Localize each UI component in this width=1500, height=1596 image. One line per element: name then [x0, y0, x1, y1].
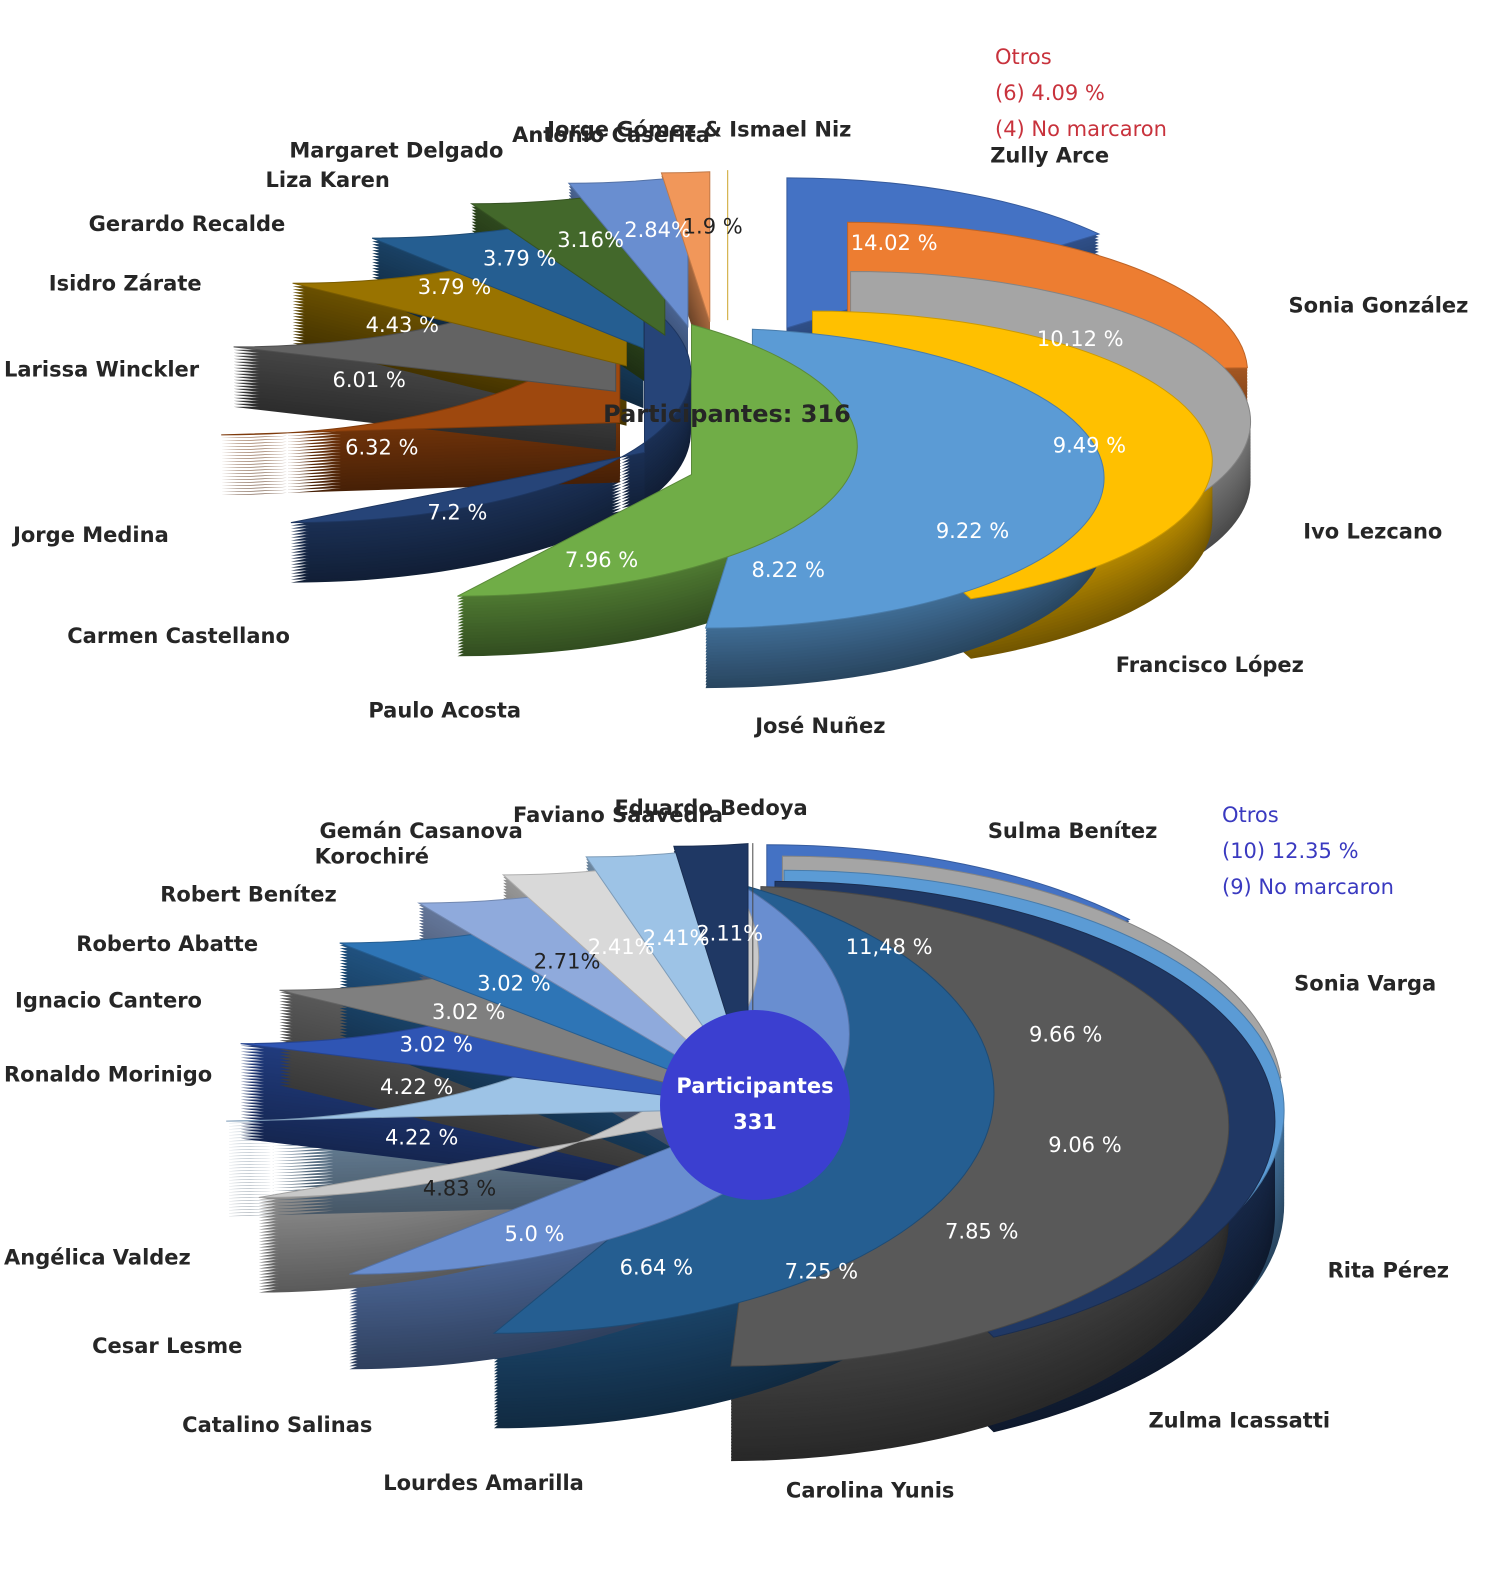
value-label: 4.83 % — [423, 1177, 496, 1201]
category-label: Carmen Castellano — [67, 624, 290, 648]
value-label: 4.43 % — [366, 313, 439, 337]
value-label: 3.02 % — [432, 1000, 505, 1024]
value-label: 9.66 % — [1029, 1023, 1102, 1047]
value-label: 2.41% — [643, 926, 710, 950]
value-label: 11,48 % — [846, 935, 933, 959]
category-label: Zulma Icassatti — [1148, 1408, 1330, 1432]
category-label: Ivo Lezcano — [1303, 520, 1442, 544]
category-label: Lourdes Amarilla — [383, 1471, 584, 1495]
category-label: Jorge Medina — [11, 523, 169, 547]
center-label: Participantes — [676, 1074, 833, 1098]
value-label: 7.85 % — [945, 1219, 1018, 1243]
category-label: Ignacio Cantero — [15, 988, 202, 1012]
value-label: 3.79 % — [418, 275, 491, 299]
center-label: Participantes: 316 — [603, 400, 851, 428]
slice — [457, 323, 858, 597]
category-label: Roberto Abatte — [76, 932, 258, 956]
category-label: Eduardo Bedoya — [614, 796, 807, 820]
category-label: Catalino Salinas — [182, 1413, 372, 1437]
annotation: (4) No marcaron — [995, 117, 1167, 141]
category-label: Larissa Winckler — [4, 358, 200, 382]
category-label: Robert Benítez — [160, 883, 336, 907]
category-label: Ronaldo Morinigo — [4, 1062, 212, 1086]
category-label: Carolina Yunis — [786, 1478, 954, 1502]
value-label: 3.79 % — [483, 247, 556, 271]
category-label: Margaret Delgado — [289, 139, 503, 163]
value-label: 4.22 % — [380, 1075, 453, 1099]
value-label: 2.71% — [534, 950, 601, 974]
value-label: 5.0 % — [504, 1222, 564, 1246]
value-label: 8.22 % — [752, 558, 825, 582]
value-label: 2.84% — [624, 218, 691, 242]
category-label: José Nuñez — [753, 714, 885, 738]
value-label: 7.2 % — [427, 501, 487, 525]
value-label: 14.02 % — [851, 231, 938, 255]
value-label: 9.22 % — [936, 519, 1009, 543]
category-label: Rita Pérez — [1328, 1259, 1449, 1283]
annotation: (6) 4.09 % — [995, 81, 1105, 105]
value-label: 9.49 % — [1053, 434, 1126, 458]
value-label: 1.9 % — [683, 214, 743, 238]
value-label: 7.25 % — [785, 1260, 858, 1284]
center-value: 331 — [733, 1110, 777, 1134]
category-label: Isidro Zárate — [49, 272, 202, 296]
value-label: 6.32 % — [345, 436, 418, 460]
value-label: 6.64 % — [620, 1255, 693, 1279]
annotation: (10) 12.35 % — [1222, 839, 1359, 863]
category-label: Liza Karen — [266, 168, 390, 192]
slice — [660, 171, 711, 322]
value-label: 3.16% — [557, 228, 624, 252]
value-label: 10.12 % — [1037, 327, 1124, 351]
annotation: Otros — [1222, 803, 1279, 827]
value-label: 2.41% — [588, 935, 655, 959]
annotation: (9) No marcaron — [1222, 875, 1394, 899]
category-label: Zully Arce — [990, 144, 1109, 168]
category-label: Francisco López — [1116, 653, 1304, 677]
slice — [492, 885, 995, 1334]
category-label: Korochiré — [315, 844, 429, 868]
value-label: 3.02 % — [400, 1032, 473, 1056]
category-label: Angélica Valdez — [4, 1245, 191, 1269]
annotation: Otros — [995, 45, 1052, 69]
category-label: Paulo Acosta — [368, 699, 521, 723]
category-label: Cesar Lesme — [92, 1334, 242, 1358]
category-label: Sonia González — [1289, 294, 1469, 318]
category-label: Faviano Saavedra — [513, 803, 723, 827]
value-label: 3.02 % — [477, 972, 550, 996]
value-label: 9.06 % — [1048, 1133, 1121, 1157]
category-label: Gerardo Recalde — [89, 212, 286, 236]
slice — [290, 301, 692, 524]
center-disc — [660, 1010, 850, 1200]
category-label: Gemán Casanova — [319, 819, 522, 843]
value-label: 2.11% — [696, 922, 763, 946]
category-label: Jorge Gómez & Ismael Niz — [545, 117, 851, 141]
category-label: Antonio Caserita — [512, 123, 710, 147]
value-label: 4.22 % — [385, 1126, 458, 1150]
value-label: 7.96 % — [565, 548, 638, 572]
category-label: Sonia Varga — [1294, 971, 1436, 995]
category-label: Sulma Benítez — [988, 819, 1158, 843]
value-label: 6.01 % — [332, 368, 405, 392]
